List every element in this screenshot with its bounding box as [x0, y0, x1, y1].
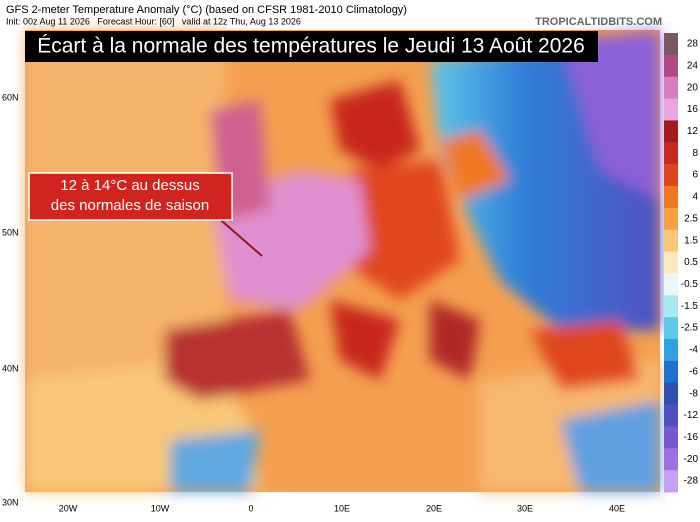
source-watermark: TROPICALTIDBITS.COM — [535, 16, 662, 28]
latitude-label: 50N — [2, 227, 19, 237]
longitude-label: 30E — [517, 503, 533, 513]
latitude-label: 30N — [2, 497, 19, 507]
colorbar-label: -12 — [684, 410, 699, 421]
colorbar-swatch — [664, 251, 678, 274]
colorbar-label: -28 — [684, 476, 699, 487]
colorbar-swatch — [664, 360, 678, 384]
longitude-label: 10E — [334, 503, 350, 513]
colorbar-swatch — [664, 33, 678, 56]
colorbar-label: 12 — [687, 126, 699, 137]
map — [25, 30, 660, 492]
colorbar-label: 20 — [687, 82, 699, 93]
colorbar-swatch — [664, 273, 678, 296]
latitude-label: 60N — [2, 92, 19, 102]
longitude-label: 20E — [426, 503, 442, 513]
annotation-line: 12 à 14°C au dessus — [60, 177, 199, 194]
colorbar-label: -2.5 — [681, 323, 699, 334]
colorbar-label: -4 — [689, 345, 698, 356]
colorbar-label: -8 — [689, 388, 698, 399]
banner-text: Écart à la normale des températures le J… — [37, 35, 585, 58]
colorbar-swatch — [664, 470, 678, 493]
colorbar-label: 6 — [692, 170, 698, 181]
colorbar-label: -20 — [684, 454, 699, 465]
colorbar-swatch — [664, 164, 678, 187]
colorbar-label: 8 — [692, 148, 698, 159]
colorbar-swatch — [664, 120, 678, 143]
longitude-label: 0 — [248, 503, 253, 513]
colorbar-label: -16 — [684, 432, 699, 443]
colorbar-label: 2.5 — [684, 213, 698, 224]
colorbar-swatch — [664, 98, 678, 121]
colorbar-swatch — [664, 142, 678, 165]
longitude-label: 40E — [609, 503, 625, 513]
longitude-label: 20W — [59, 503, 78, 513]
banner-box — [25, 31, 598, 62]
colorbar-label: -6 — [689, 366, 698, 377]
colorbar-label: -1.5 — [681, 301, 699, 312]
colorbar-swatch — [664, 339, 678, 362]
colorbar-swatch — [664, 317, 678, 340]
colorbar-label: 1.5 — [684, 235, 698, 246]
annotation-line: des normales de saison — [51, 197, 209, 214]
colorbar-label: 4 — [692, 192, 698, 203]
colorbar-label: 28 — [687, 39, 699, 50]
axis-labels: 60N 50N 40N 30N 20W 10W 0 10E 20E 30E 40E — [2, 92, 625, 513]
longitude-label: 10W — [151, 503, 170, 513]
latitude-label: 40N — [2, 363, 19, 373]
colorbar-swatch — [664, 295, 678, 318]
colorbar-swatch — [664, 207, 678, 231]
colorbar-swatch — [664, 404, 678, 427]
annotation-arrow — [214, 214, 263, 257]
colorbar-label: 24 — [687, 60, 699, 71]
map-title: GFS 2-meter Temperature Anomaly (°C) (ba… — [6, 4, 407, 16]
colorbar-label: 16 — [687, 104, 699, 115]
colorbar: 28 24 20 16 12 8 6 4 2.5 1.5 0.5 -0.5 -1.5 -2.5 -4 -6 -8… — [664, 33, 698, 493]
colorbar-swatch — [664, 426, 678, 449]
annotation-box — [28, 172, 233, 221]
colorbar-swatch — [664, 186, 678, 209]
colorbar-swatch — [664, 76, 678, 100]
colorbar-swatch — [664, 382, 678, 406]
colorbar-swatch — [664, 448, 678, 471]
colorbar-swatch — [664, 54, 678, 78]
colorbar-label: -0.5 — [681, 279, 699, 290]
map-subtitle: Init: 00z Aug 11 2026 Forecast Hour: [60… — [6, 16, 301, 26]
colorbar-label: 0.5 — [684, 257, 698, 268]
colorbar-swatch — [664, 229, 678, 253]
